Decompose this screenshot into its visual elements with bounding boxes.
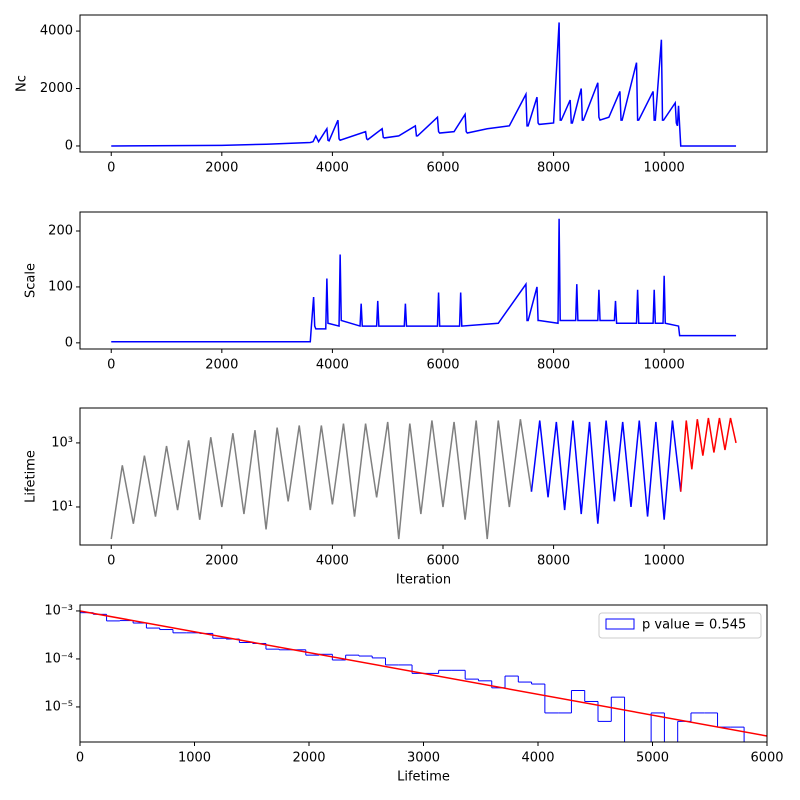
x-tick-label: 3000 [407, 751, 440, 766]
plot-area [111, 22, 737, 147]
y-tick-label: 0 [65, 335, 73, 350]
x-tick-label: 10000 [643, 161, 684, 176]
data-line [111, 218, 737, 343]
fit-line [80, 610, 767, 737]
x-tick-label: 4000 [316, 554, 349, 569]
x-tick-label: 2000 [205, 554, 238, 569]
plot-area [80, 610, 767, 742]
legend-label: p value = 0.545 [642, 618, 746, 633]
plot-area [110, 417, 737, 540]
x-tick-label: 0 [107, 554, 115, 569]
y-tick-label: 200 [48, 224, 73, 239]
x-tick-label: 6000 [426, 358, 459, 373]
axes-frame [79, 211, 768, 350]
y-tick-label: 10¹ [51, 499, 73, 514]
x-tick-label: 4000 [521, 751, 554, 766]
x-tick-label: 5000 [636, 751, 669, 766]
x-tick-label: 10000 [643, 358, 684, 373]
y-axis-label: Scale [24, 263, 39, 298]
x-tick-label: 4000 [316, 358, 349, 373]
x-tick-label: 10000 [643, 554, 684, 569]
y-axis-label: Nc [15, 75, 30, 92]
x-axis-label: Iteration [396, 573, 451, 588]
x-axis-label: Lifetime [397, 770, 450, 785]
y-tick-label: 0 [65, 138, 73, 153]
axes-frame [79, 407, 768, 546]
data-line [110, 419, 533, 540]
x-tick-label: 4000 [316, 161, 349, 176]
y-tick-label: 10⁻³ [44, 603, 73, 618]
y-tick-label: 100 [48, 279, 73, 294]
x-tick-label: 2000 [205, 358, 238, 373]
x-tick-label: 8000 [537, 554, 570, 569]
legend: p value = 0.545 [598, 612, 762, 639]
axes-frame [79, 604, 768, 743]
legend-patch [605, 618, 635, 630]
x-tick-label: 2000 [292, 751, 325, 766]
y-tick-label: 10³ [51, 435, 73, 450]
x-tick-label: 1000 [178, 751, 211, 766]
x-tick-label: 0 [76, 751, 84, 766]
data-line [679, 417, 737, 492]
x-tick-label: 0 [107, 161, 115, 176]
x-tick-label: 8000 [537, 161, 570, 176]
y-tick-label: 10⁻⁴ [44, 651, 73, 666]
x-tick-label: 6000 [750, 751, 783, 766]
x-tick-label: 6000 [426, 161, 459, 176]
y-axis-label: Lifetime [24, 450, 39, 503]
data-line [111, 22, 737, 147]
y-tick-label: 10⁻⁵ [44, 699, 73, 714]
legend-frame [598, 612, 762, 639]
y-tick-label: 4000 [40, 24, 73, 39]
axes-frame [79, 14, 768, 153]
x-tick-label: 0 [107, 358, 115, 373]
x-tick-label: 2000 [205, 161, 238, 176]
data-line [530, 420, 682, 524]
x-tick-label: 8000 [537, 358, 570, 373]
plot-area [111, 218, 737, 343]
x-tick-label: 6000 [426, 554, 459, 569]
y-tick-label: 2000 [40, 81, 73, 96]
